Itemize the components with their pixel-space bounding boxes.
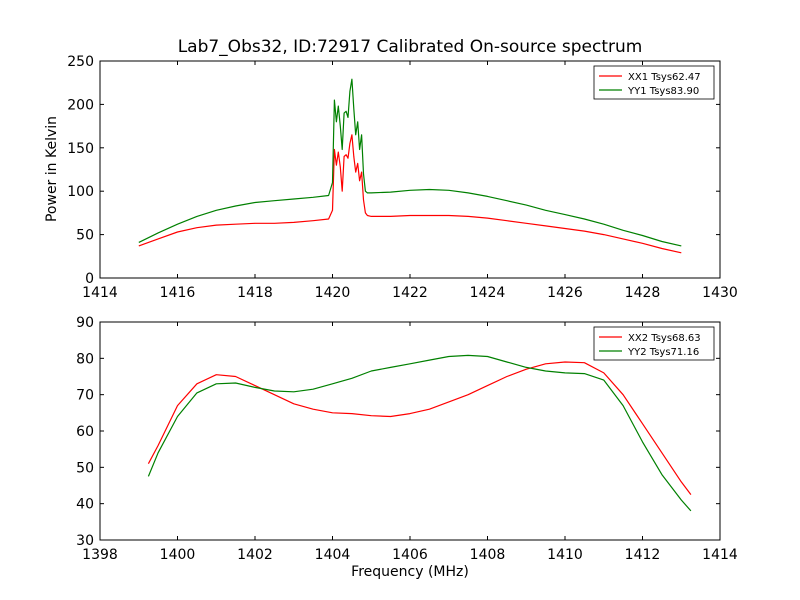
bottom-subplot: 1398 1400 1402 1404 1406 1408 1410 1412 1414 30 40… [76, 315, 738, 563]
y-tick-label: 150 [67, 141, 94, 157]
series-line [147, 361, 692, 495]
legend-label: XX2 Tsys68.63 [628, 333, 701, 344]
y-axis-label: Power in Kelvin [44, 116, 60, 222]
x-tick-label: 1402 [237, 547, 273, 563]
y-tick-label: 70 [76, 388, 94, 404]
x-tick-label: 1404 [315, 547, 351, 563]
x-axis-label: Frequency (MHz) [351, 564, 469, 580]
x-tick-label: 1414 [702, 547, 738, 563]
y-tick-label: 60 [76, 424, 94, 440]
x-tick-label: 1412 [625, 547, 661, 563]
y-tick-label: 30 [76, 533, 94, 549]
x-tick-label: 1414 [82, 285, 118, 301]
x-tick-label: 1410 [547, 547, 583, 563]
x-tick-label: 1420 [315, 285, 351, 301]
x-tick-label: 1416 [160, 285, 196, 301]
y-tick-label: 0 [85, 271, 94, 287]
y-tick-label: 50 [76, 460, 94, 476]
y-tick-label: 80 [76, 351, 94, 367]
x-tick-label: 1398 [82, 547, 118, 563]
x-tick-label: 1430 [702, 285, 738, 301]
x-tick-label: 1408 [470, 547, 506, 563]
x-tick-label: 1400 [160, 547, 196, 563]
x-tick-label: 1406 [392, 547, 428, 563]
y-tick-label: 50 [76, 228, 94, 244]
y-tick-label: 250 [67, 54, 94, 70]
chart-title: Lab7_Obs32, ID:72917 Calibrated On-sourc… [178, 37, 643, 57]
y-tick-label: 200 [67, 97, 94, 113]
series-line [138, 134, 682, 254]
axes-frame [99, 60, 721, 279]
series-line [138, 78, 682, 247]
top-subplot: 1414 1416 1418 1420 1422 1424 1426 1428 1430 0 50 1… [67, 54, 738, 301]
series-line [147, 354, 692, 512]
x-tick-label: 1426 [547, 285, 583, 301]
x-tick-label: 1424 [470, 285, 506, 301]
legend-label: YY1 Tsys83.90 [627, 86, 699, 97]
legend-box [593, 326, 715, 361]
x-tick-label: 1422 [392, 285, 428, 301]
x-tick-label: 1428 [625, 285, 661, 301]
y-tick-label: 90 [76, 315, 94, 331]
legend-box [593, 65, 715, 100]
legend-label: XX1 Tsys62.47 [628, 72, 701, 83]
y-tick-label: 40 [76, 497, 94, 513]
x-tick-label: 1418 [237, 285, 273, 301]
y-tick-label: 100 [67, 184, 94, 200]
axes-frame [99, 321, 721, 541]
legend-label: YY2 Tsys71.16 [627, 347, 699, 358]
